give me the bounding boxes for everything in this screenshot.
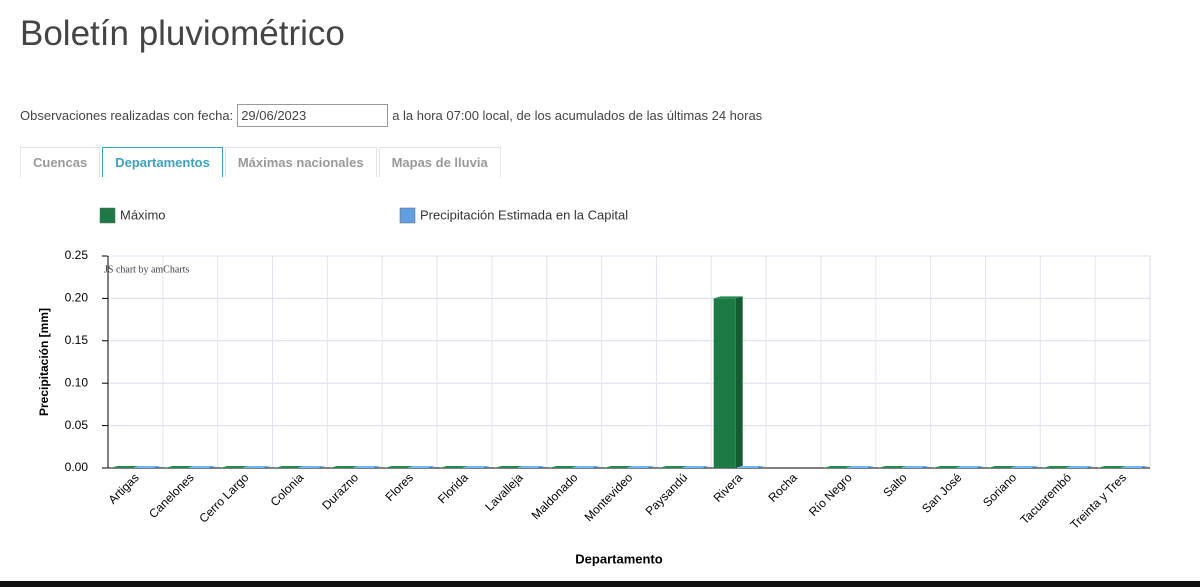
legend-swatch bbox=[399, 207, 416, 224]
page-title: Boletín pluviométrico bbox=[20, 14, 345, 53]
x-tick-label: Rocha bbox=[765, 470, 800, 505]
observation: Observaciones realizadas con fecha: 29/0… bbox=[20, 104, 762, 127]
bar-top bbox=[384, 466, 414, 468]
y-tick-label: 0.10 bbox=[65, 375, 89, 389]
bar-top bbox=[658, 466, 688, 468]
bar-top bbox=[461, 466, 491, 468]
date-input[interactable]: 29/06/2023 bbox=[237, 104, 389, 127]
bar-top bbox=[933, 466, 963, 468]
bar-top bbox=[626, 466, 655, 468]
bar-top bbox=[823, 466, 853, 468]
bar-top bbox=[220, 466, 250, 468]
x-axis-title: Departamento bbox=[575, 551, 662, 566]
x-tick-label: Salto bbox=[880, 470, 909, 499]
bar-top bbox=[439, 466, 469, 468]
legend-label: Máximo bbox=[120, 207, 166, 222]
bar-top bbox=[1097, 466, 1127, 468]
tab[interactable]: Departamentos bbox=[102, 147, 223, 177]
x-tick-label: Maldonado bbox=[529, 470, 581, 522]
bar-top bbox=[132, 466, 162, 468]
bar-top bbox=[845, 466, 875, 468]
bar-top bbox=[406, 466, 436, 468]
tab[interactable]: Mapas de lluvia bbox=[378, 147, 501, 177]
chart: Máximo Precipitación Estimada en la Capit… bbox=[37, 207, 1151, 566]
x-tick-label: Montevideo bbox=[582, 470, 636, 524]
bar-top bbox=[987, 466, 1017, 468]
y-tick-label: 0.15 bbox=[65, 333, 89, 347]
x-tick-label: Colonia bbox=[268, 470, 307, 509]
bar-side bbox=[735, 296, 743, 468]
bar-top bbox=[329, 466, 359, 468]
x-tick-label: Treinta y Tres bbox=[1067, 470, 1128, 531]
x-tick-label: Florida bbox=[435, 470, 471, 506]
plot-border bbox=[107, 255, 1151, 469]
legend-swatch bbox=[99, 207, 116, 224]
x-tick-label: San José bbox=[919, 470, 965, 516]
x-tick-label: Soriano bbox=[980, 470, 1019, 509]
bar-top bbox=[1119, 466, 1149, 468]
y-tick-label: 0.25 bbox=[65, 248, 89, 262]
bar-top bbox=[900, 466, 930, 468]
tabs: Cuencas Departamentos Máximas nacionales… bbox=[20, 147, 501, 177]
x-tick-label: Tacuarembó bbox=[1017, 470, 1074, 527]
bar-top bbox=[1042, 466, 1072, 468]
y-tick-label: 0.20 bbox=[65, 291, 89, 305]
bar-top bbox=[242, 466, 272, 468]
y-tick-label: 0.05 bbox=[65, 418, 89, 432]
bar-top bbox=[955, 466, 985, 468]
x-tick-label: Río Negro bbox=[806, 470, 855, 519]
bar-top bbox=[680, 466, 710, 468]
bar-top bbox=[571, 466, 601, 468]
x-tick-label: Cerro Largo bbox=[196, 470, 251, 525]
x-tick-label: Artigas bbox=[105, 470, 141, 506]
bar-top bbox=[604, 466, 633, 468]
x-tick-label: Lavalleja bbox=[482, 470, 526, 514]
bar-top bbox=[351, 466, 381, 468]
bar-top bbox=[713, 296, 743, 299]
bar-top bbox=[110, 466, 140, 468]
bar-top bbox=[165, 466, 195, 468]
x-tick-label: Durazno bbox=[319, 470, 361, 512]
x-tick-label: Canelones bbox=[146, 470, 196, 520]
y-axis-title: Precipitación [mm] bbox=[37, 308, 51, 416]
obs-suffix: a la hora 07:00 local, de los acumulados… bbox=[392, 108, 763, 123]
bar-top bbox=[187, 466, 217, 468]
bar-top bbox=[1009, 466, 1039, 468]
bottom-bar bbox=[0, 581, 1200, 587]
bar-top bbox=[274, 466, 304, 468]
bar-top bbox=[735, 466, 765, 468]
legend-label: Precipitación Estimada en la Capital bbox=[420, 207, 628, 222]
bar-top bbox=[549, 466, 579, 468]
tab[interactable]: Máximas nacionales bbox=[224, 147, 377, 177]
x-tick-label: Flores bbox=[383, 470, 416, 503]
bar-top bbox=[516, 466, 546, 468]
obs-prefix: Observaciones realizadas con fecha: bbox=[20, 108, 234, 123]
bar-top bbox=[296, 466, 326, 468]
bar-top bbox=[1064, 466, 1094, 468]
tab[interactable]: Cuencas bbox=[20, 147, 101, 177]
bar-top bbox=[494, 466, 524, 468]
watermark: JS chart by amCharts bbox=[104, 264, 189, 275]
bar-top bbox=[878, 466, 908, 468]
x-tick-label: Paysandú bbox=[643, 470, 691, 518]
bar bbox=[713, 298, 736, 468]
y-tick-label: 0.00 bbox=[65, 460, 89, 474]
x-tick-label: Rivera bbox=[711, 470, 746, 505]
